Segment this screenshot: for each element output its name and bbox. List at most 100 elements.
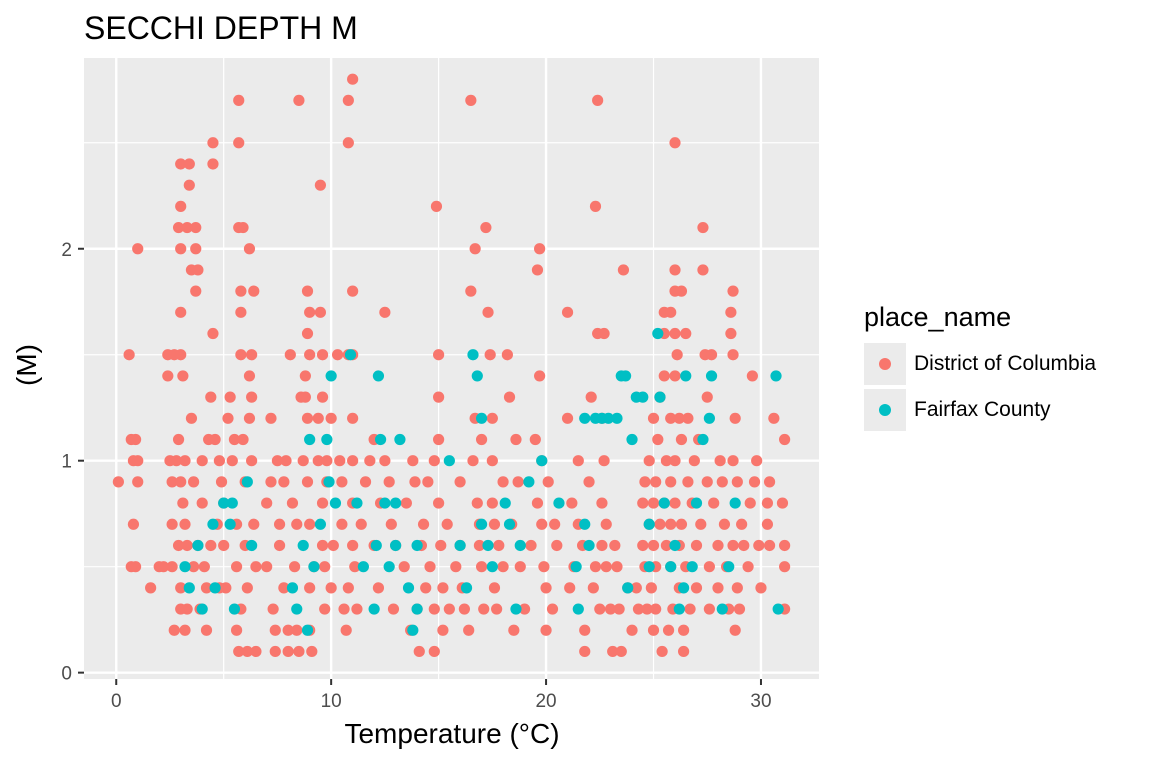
- data-point-district-of-columbia: [175, 306, 187, 318]
- data-point-district-of-columbia: [331, 349, 344, 361]
- data-point-district-of-columbia: [342, 94, 354, 106]
- data-point-fairfax-county: [297, 539, 309, 552]
- data-point-district-of-columbia: [235, 306, 247, 318]
- data-point-fairfax-county: [383, 561, 395, 573]
- data-point-district-of-columbia: [364, 455, 376, 467]
- data-point-district-of-columbia: [589, 200, 602, 212]
- data-point-district-of-columbia: [564, 582, 576, 594]
- data-point-district-of-columbia: [222, 412, 234, 424]
- data-point-district-of-columbia: [301, 327, 314, 340]
- data-point-fairfax-county: [673, 603, 685, 615]
- data-point-fairfax-county: [246, 539, 258, 552]
- data-point-district-of-columbia: [228, 433, 241, 446]
- data-point-district-of-columbia: [650, 476, 662, 488]
- y-tick-label: 1: [61, 452, 72, 473]
- x-tick-label: 10: [321, 691, 342, 712]
- legend-item-district-of-columbia: District of Columbia: [864, 341, 1096, 387]
- data-point-district-of-columbia: [443, 603, 455, 615]
- data-point-district-of-columbia: [510, 433, 522, 446]
- data-point-district-of-columbia: [226, 455, 238, 467]
- data-point-district-of-columbia: [188, 476, 200, 488]
- data-point-district-of-columbia: [682, 412, 694, 424]
- data-point-fairfax-county: [658, 497, 670, 509]
- data-point-district-of-columbia: [304, 349, 316, 361]
- data-point-fairfax-county: [770, 370, 782, 382]
- data-point-district-of-columbia: [611, 561, 623, 573]
- data-point-district-of-columbia: [175, 158, 187, 170]
- data-point-district-of-columbia: [265, 476, 277, 488]
- data-point-district-of-columbia: [200, 582, 213, 594]
- data-point-district-of-columbia: [246, 391, 258, 403]
- data-point-district-of-columbia: [475, 433, 488, 446]
- data-point-district-of-columbia: [177, 370, 189, 382]
- data-point-district-of-columbia: [301, 285, 314, 297]
- data-point-fairfax-county: [304, 433, 316, 446]
- data-point-district-of-columbia: [172, 539, 185, 552]
- data-point-district-of-columbia: [742, 561, 754, 573]
- data-point-district-of-columbia: [579, 624, 591, 636]
- data-point-district-of-columbia: [437, 624, 449, 636]
- data-point-district-of-columbia: [207, 327, 219, 340]
- data-point-district-of-columbia: [549, 518, 561, 530]
- data-point-district-of-columbia: [761, 518, 774, 530]
- data-point-district-of-columbia: [413, 645, 425, 658]
- data-point-district-of-columbia: [609, 539, 621, 552]
- data-point-district-of-columbia: [540, 582, 552, 594]
- data-point-district-of-columbia: [531, 264, 544, 276]
- data-point-district-of-columbia: [665, 412, 677, 424]
- data-point-district-of-columbia: [192, 264, 204, 276]
- data-point-district-of-columbia: [561, 412, 574, 424]
- data-point-district-of-columbia: [372, 582, 385, 594]
- data-point-fairfax-county: [321, 433, 333, 446]
- data-point-district-of-columbia: [695, 518, 707, 530]
- data-point-district-of-columbia: [673, 412, 685, 424]
- data-point-district-of-columbia: [701, 391, 713, 403]
- data-point-fairfax-county: [368, 603, 380, 615]
- data-point-district-of-columbia: [437, 582, 449, 594]
- data-point-fairfax-county: [228, 603, 241, 615]
- data-point-fairfax-county: [553, 497, 565, 509]
- data-point-district-of-columbia: [607, 645, 619, 658]
- data-point-district-of-columbia: [727, 285, 739, 297]
- data-point-fairfax-county: [196, 603, 208, 615]
- data-point-district-of-columbia: [433, 497, 445, 509]
- data-point-district-of-columbia: [198, 561, 210, 573]
- y-tick-label: 0: [61, 664, 72, 685]
- data-point-district-of-columbia: [435, 539, 447, 552]
- data-point-district-of-columbia: [703, 561, 715, 573]
- data-point-fairfax-county: [226, 497, 238, 509]
- data-point-district-of-columbia: [359, 476, 372, 488]
- data-point-district-of-columbia: [705, 349, 718, 361]
- data-point-district-of-columbia: [518, 603, 531, 615]
- data-point-district-of-columbia: [166, 518, 178, 530]
- data-point-district-of-columbia: [282, 645, 294, 658]
- data-point-district-of-columbia: [175, 476, 187, 488]
- data-point-district-of-columbia: [669, 370, 681, 382]
- data-point-district-of-columbia: [697, 221, 709, 234]
- data-point-fairfax-county: [654, 391, 666, 403]
- data-point-district-of-columbia: [188, 561, 200, 573]
- data-point-district-of-columbia: [727, 349, 739, 361]
- data-point-district-of-columbia: [497, 476, 509, 488]
- data-point-district-of-columbia: [269, 645, 281, 658]
- data-point-fairfax-county: [697, 433, 709, 446]
- data-point-fairfax-county: [716, 603, 728, 615]
- data-point-district-of-columbia: [347, 73, 359, 85]
- data-point-district-of-columbia: [175, 243, 187, 255]
- data-point-district-of-columbia: [237, 433, 249, 446]
- data-point-district-of-columbia: [422, 476, 434, 488]
- data-point-fairfax-county: [772, 603, 784, 615]
- data-point-fairfax-county: [514, 539, 526, 552]
- data-point-district-of-columbia: [224, 391, 236, 403]
- data-point-district-of-columbia: [488, 518, 501, 530]
- data-point-district-of-columbia: [598, 455, 610, 467]
- data-point-district-of-columbia: [112, 476, 124, 488]
- data-point-district-of-columbia: [512, 476, 524, 488]
- data-point-district-of-columbia: [289, 561, 301, 573]
- data-point-district-of-columbia: [409, 476, 421, 488]
- data-point-district-of-columbia: [383, 476, 395, 488]
- data-point-district-of-columbia: [179, 518, 191, 530]
- data-point-district-of-columbia: [243, 243, 256, 255]
- data-point-district-of-columbia: [342, 582, 354, 594]
